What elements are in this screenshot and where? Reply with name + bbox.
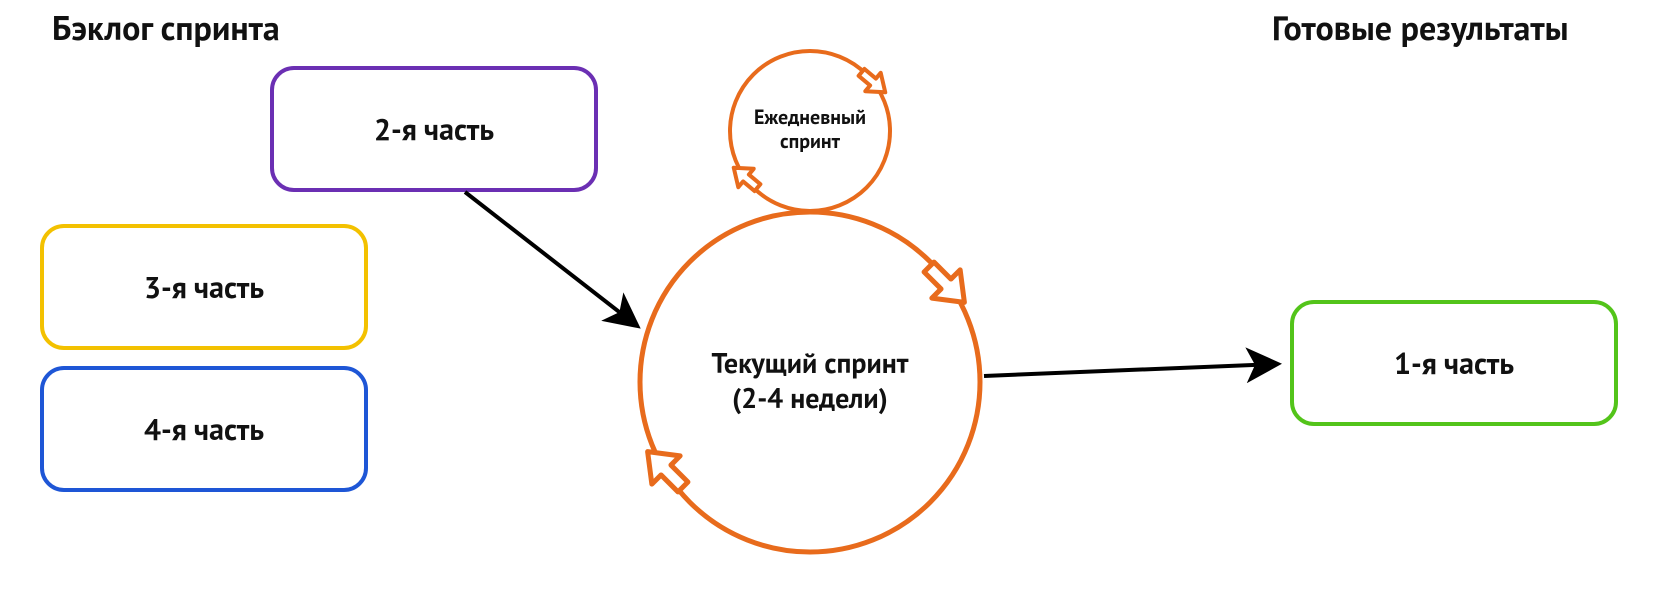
- sprint-circle-label-line1: Текущий спринт: [650, 345, 970, 380]
- heading-results: Готовые результаты: [1272, 6, 1569, 50]
- diagram-stage: Бэклог спринта Готовые результаты 2-я ча…: [0, 0, 1680, 596]
- cycle-arrow-daily-2: [726, 159, 765, 197]
- arrow-backlog-to-sprint: [465, 192, 636, 325]
- sprint-circle-label-line2: (2-4 недели): [650, 380, 970, 415]
- sprint-circle: [640, 212, 980, 552]
- box-part-1: 1-я часть: [1290, 300, 1618, 426]
- heading-backlog: Бэклог спринта: [52, 6, 280, 50]
- box-part-4: 4-я часть: [40, 366, 368, 492]
- box-part-2: 2-я часть: [270, 66, 598, 192]
- cycle-arrow-sprint-2: [633, 437, 697, 501]
- daily-circle-label-line2: спринт: [720, 129, 900, 153]
- box-part-3: 3-я часть: [40, 224, 368, 350]
- cycle-arrow-daily-1: [854, 63, 893, 101]
- box-part-2-label: 2-я часть: [374, 110, 494, 149]
- arrow-sprint-to-result: [984, 364, 1276, 376]
- sprint-circle-label: Текущий спринт (2-4 недели): [650, 345, 970, 415]
- daily-circle: [730, 51, 890, 211]
- box-part-4-label: 4-я часть: [144, 410, 264, 449]
- box-part-1-label: 1-я часть: [1394, 344, 1514, 383]
- cycle-arrow-sprint-1: [915, 253, 979, 317]
- daily-circle-label: Ежедневный спринт: [720, 105, 900, 153]
- daily-circle-label-line1: Ежедневный: [720, 105, 900, 129]
- box-part-3-label: 3-я часть: [144, 268, 264, 307]
